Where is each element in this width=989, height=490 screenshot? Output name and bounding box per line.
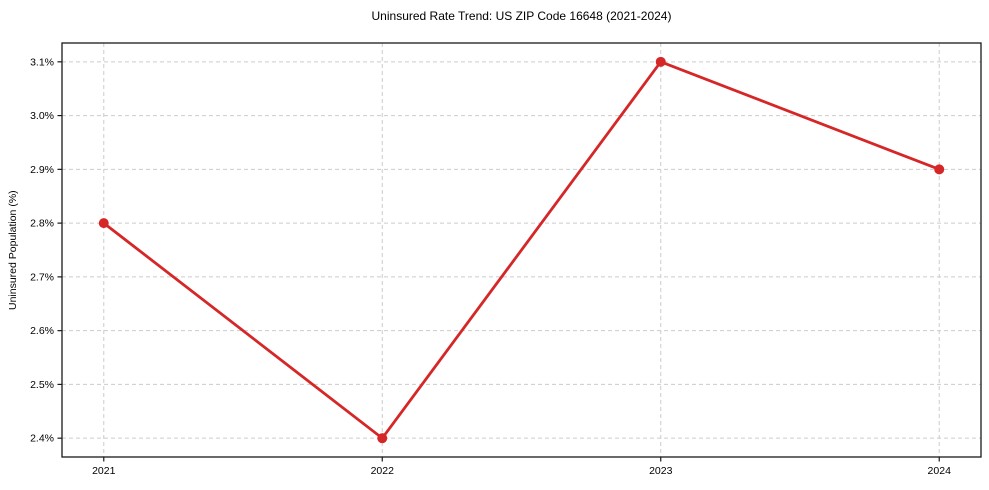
y-tick-label: 2.5% — [30, 379, 54, 391]
data-point-marker — [98, 218, 109, 229]
x-tick-label: 2023 — [649, 465, 673, 477]
y-tick-label: 2.4% — [30, 433, 54, 445]
data-point-marker — [934, 164, 945, 175]
data-point-marker — [377, 433, 388, 444]
y-tick-label: 3.0% — [30, 110, 54, 122]
x-tick-label: 2022 — [371, 465, 395, 477]
y-tick-label: 2.9% — [30, 164, 54, 176]
axes-frame — [61, 42, 982, 458]
y-tick-label: 2.8% — [30, 218, 54, 230]
y-tick-label: 2.6% — [30, 325, 54, 337]
y-tick-label: 3.1% — [30, 56, 54, 68]
data-point-marker — [655, 56, 666, 67]
trend-line — [102, 60, 941, 440]
chart-title: Uninsured Rate Trend: US ZIP Code 16648 … — [371, 9, 672, 23]
x-tick-label: 2024 — [928, 465, 952, 477]
x-tick-label: 2021 — [92, 465, 116, 477]
y-tick-label: 2.7% — [30, 271, 54, 283]
